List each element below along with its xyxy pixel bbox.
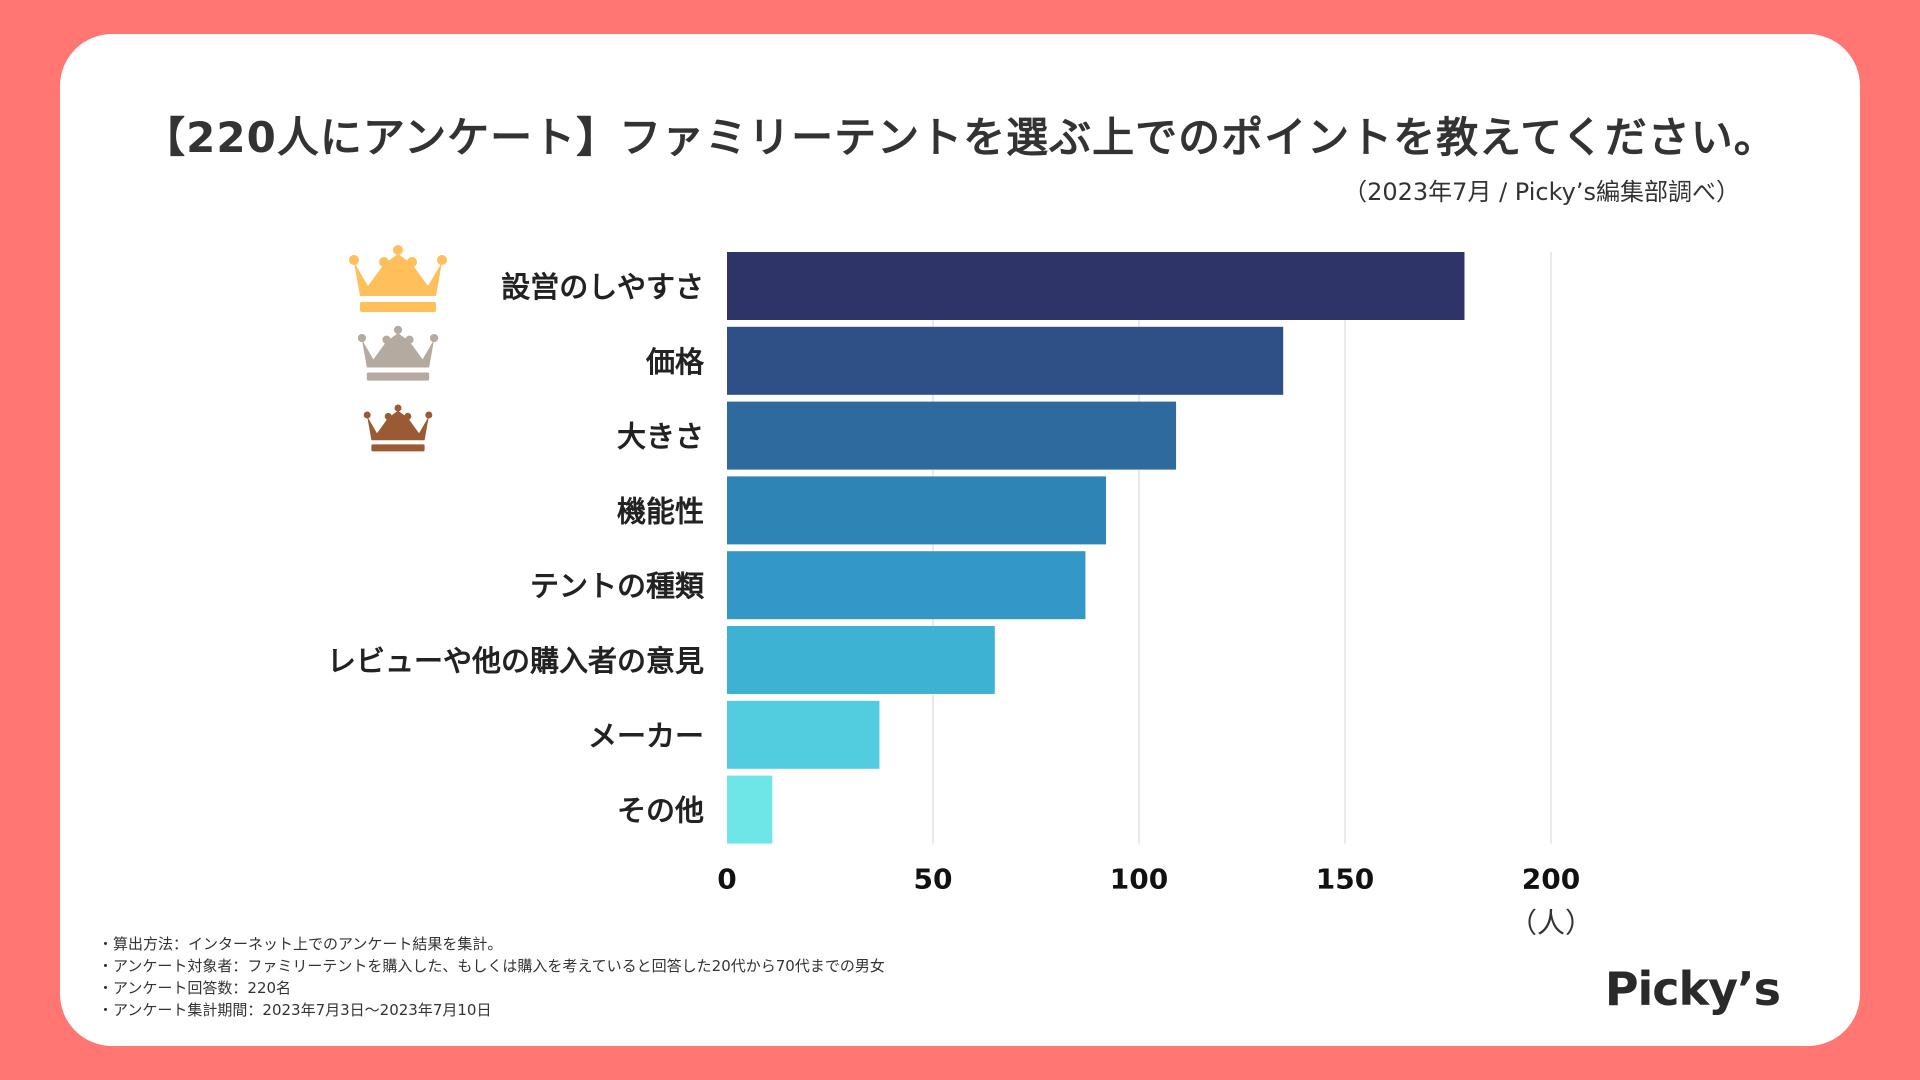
bronze-crown-icon <box>363 404 433 452</box>
bar <box>727 252 1465 320</box>
bar <box>727 551 1086 620</box>
tick-label: 50 <box>914 863 953 896</box>
tick-label: 150 <box>1316 863 1374 896</box>
category-label: 機能性 <box>617 494 704 528</box>
category-label: 設営のしやすさ <box>501 270 704 304</box>
category-label: 価格 <box>645 345 705 379</box>
axis-unit-label: （人） <box>1509 907 1593 940</box>
gold-crown-icon <box>349 245 447 312</box>
tick-label: 100 <box>1110 863 1168 896</box>
tick-label: 0 <box>717 863 736 896</box>
chart-subtitle: （2023年7月 / Picky’s編集部調べ） <box>1343 178 1740 206</box>
note-line: ・アンケート対象者：ファミリーテントを購入した、もしくは購入を考えていると回答し… <box>98 957 885 975</box>
note-line: ・アンケート集計期間：2023年7月3日〜2023年7月10日 <box>98 1001 492 1019</box>
bar <box>727 401 1177 470</box>
bar <box>727 326 1284 395</box>
category-label: 大きさ <box>617 420 704 454</box>
bar <box>727 700 880 769</box>
tick-label: 200 <box>1522 863 1580 896</box>
bar <box>727 476 1107 545</box>
category-label: テントの種類 <box>530 569 705 603</box>
category-label: メーカー <box>588 719 704 753</box>
pickys-logo: Picky’s <box>1604 962 1781 1016</box>
category-label: その他 <box>617 794 704 828</box>
bar <box>727 626 995 694</box>
chart-title: 【220人にアンケート】ファミリーテントを選ぶ上でのポイントを教えてください。 <box>143 113 1777 162</box>
survey-notes: ・算出方法：インターネット上でのアンケート結果を集計。 ・アンケート対象者：ファ… <box>98 933 885 1021</box>
bar <box>727 775 773 844</box>
note-line: ・アンケート回答数：220名 <box>98 979 292 997</box>
category-label: レビューや他の購入者の意見 <box>327 644 704 678</box>
silver-crown-icon <box>357 325 439 381</box>
note-line: ・算出方法：インターネット上でのアンケート結果を集計。 <box>98 935 503 953</box>
